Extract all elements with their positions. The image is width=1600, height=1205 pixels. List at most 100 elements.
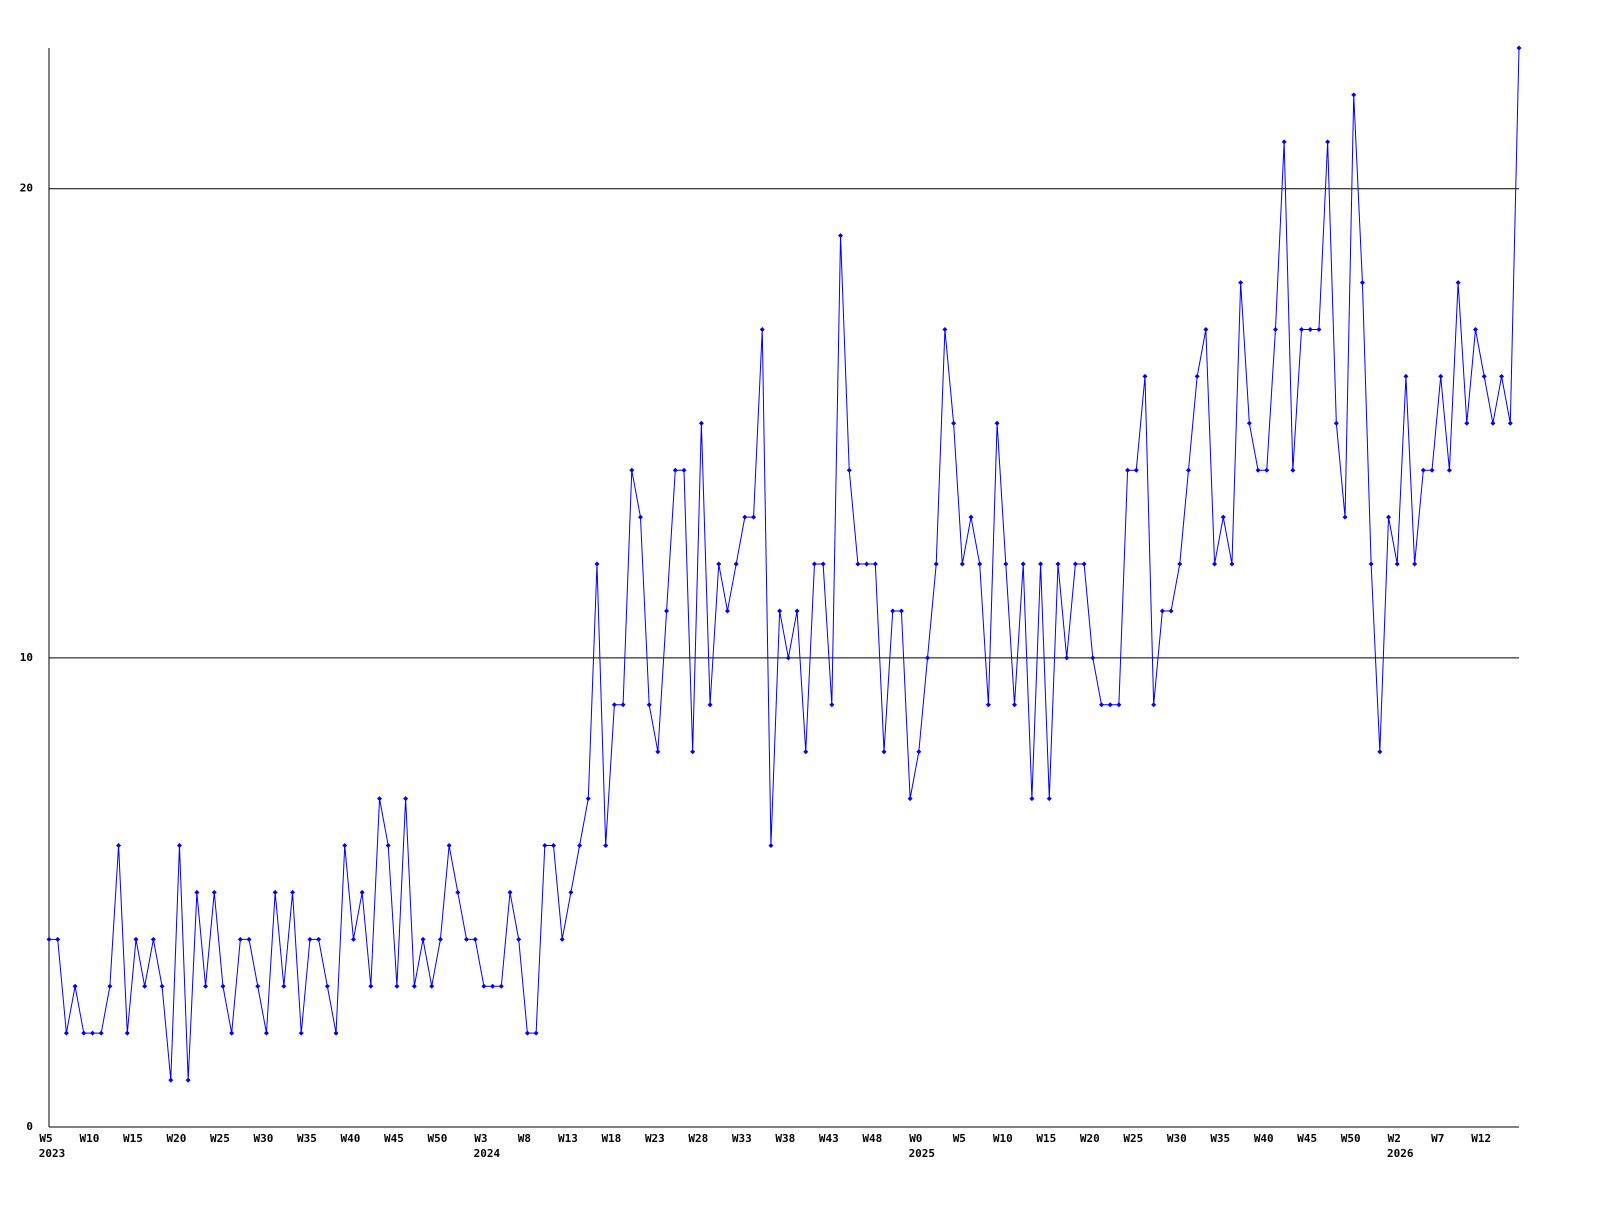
data-point bbox=[968, 514, 974, 520]
data-point bbox=[1046, 796, 1052, 802]
data-point bbox=[272, 889, 278, 895]
data-point bbox=[1333, 420, 1339, 426]
data-point bbox=[1151, 702, 1157, 708]
data-point bbox=[1238, 280, 1244, 286]
data-point bbox=[490, 983, 496, 989]
data-point bbox=[855, 561, 861, 567]
data-point bbox=[646, 702, 652, 708]
data-point bbox=[1429, 467, 1435, 473]
x-tick-label: W20 bbox=[1080, 1132, 1100, 1145]
data-point bbox=[446, 843, 452, 849]
data-point bbox=[55, 936, 61, 942]
data-point bbox=[403, 796, 409, 802]
data-point bbox=[698, 420, 704, 426]
data-point bbox=[620, 702, 626, 708]
data-point bbox=[516, 936, 522, 942]
data-point bbox=[1255, 467, 1261, 473]
data-point bbox=[1194, 373, 1200, 379]
data-point bbox=[150, 936, 156, 942]
data-point bbox=[568, 889, 574, 895]
data-point bbox=[368, 983, 374, 989]
x-tick-label: W5 bbox=[953, 1132, 966, 1145]
data-point bbox=[1481, 373, 1487, 379]
data-point bbox=[1464, 420, 1470, 426]
data-point bbox=[803, 749, 809, 755]
data-point bbox=[116, 843, 122, 849]
data-point bbox=[1516, 45, 1522, 51]
data-point bbox=[1072, 561, 1078, 567]
data-point bbox=[342, 843, 348, 849]
x-tick-label: W5 bbox=[39, 1132, 52, 1145]
data-point bbox=[1325, 139, 1331, 145]
data-point bbox=[194, 889, 200, 895]
data-point bbox=[838, 233, 844, 239]
data-point bbox=[1359, 280, 1365, 286]
data-point bbox=[350, 936, 356, 942]
data-point bbox=[1420, 467, 1426, 473]
data-point bbox=[1264, 467, 1270, 473]
x-year-label: 2023 bbox=[39, 1147, 66, 1160]
data-point bbox=[550, 843, 556, 849]
data-point bbox=[1116, 702, 1122, 708]
x-tick-label: W7 bbox=[1431, 1132, 1444, 1145]
data-point bbox=[898, 608, 904, 614]
x-tick-label: W30 bbox=[254, 1132, 274, 1145]
x-tick-label: W50 bbox=[427, 1132, 447, 1145]
data-point bbox=[472, 936, 478, 942]
data-point bbox=[664, 608, 670, 614]
data-point bbox=[316, 936, 322, 942]
data-point bbox=[1029, 796, 1035, 802]
data-point bbox=[707, 702, 713, 708]
data-point bbox=[1403, 373, 1409, 379]
data-point bbox=[1499, 373, 1505, 379]
x-tick-label: W0 bbox=[909, 1132, 922, 1145]
data-point bbox=[1020, 561, 1026, 567]
data-point bbox=[203, 983, 209, 989]
data-point bbox=[1107, 702, 1113, 708]
data-point bbox=[1455, 280, 1461, 286]
data-point bbox=[1368, 561, 1374, 567]
data-point bbox=[1012, 702, 1018, 708]
y-tick-label: 20 bbox=[20, 182, 33, 195]
data-point bbox=[1125, 467, 1131, 473]
data-point bbox=[63, 1030, 69, 1036]
data-point bbox=[507, 889, 513, 895]
data-point bbox=[611, 702, 617, 708]
x-tick-label: W35 bbox=[1210, 1132, 1230, 1145]
data-point bbox=[794, 608, 800, 614]
data-point bbox=[1490, 420, 1496, 426]
data-point bbox=[377, 796, 383, 802]
data-point bbox=[1290, 467, 1296, 473]
data-point bbox=[1142, 373, 1148, 379]
data-point bbox=[81, 1030, 87, 1036]
data-point bbox=[1246, 420, 1252, 426]
data-point bbox=[881, 749, 887, 755]
data-point bbox=[1386, 514, 1392, 520]
data-point bbox=[724, 608, 730, 614]
x-tick-label: W23 bbox=[645, 1132, 665, 1145]
x-tick-label: W2 bbox=[1388, 1132, 1401, 1145]
data-point bbox=[1446, 467, 1452, 473]
data-point bbox=[1272, 326, 1278, 332]
data-point bbox=[290, 889, 296, 895]
data-point bbox=[681, 467, 687, 473]
data-point bbox=[98, 1030, 104, 1036]
data-point bbox=[255, 983, 261, 989]
y-tick-label: 0 bbox=[26, 1120, 33, 1133]
x-tick-label: W33 bbox=[732, 1132, 752, 1145]
data-point bbox=[1168, 608, 1174, 614]
data-point bbox=[1307, 326, 1313, 332]
x-tick-label: W25 bbox=[210, 1132, 230, 1145]
data-point bbox=[925, 655, 931, 661]
x-tick-label: W30 bbox=[1167, 1132, 1187, 1145]
data-point bbox=[820, 561, 826, 567]
data-point bbox=[542, 843, 548, 849]
data-point bbox=[281, 983, 287, 989]
x-year-label: 2026 bbox=[1387, 1147, 1414, 1160]
x-tick-label: W18 bbox=[601, 1132, 621, 1145]
x-tick-label: W10 bbox=[80, 1132, 100, 1145]
data-point bbox=[811, 561, 817, 567]
data-point bbox=[864, 561, 870, 567]
data-point bbox=[785, 655, 791, 661]
